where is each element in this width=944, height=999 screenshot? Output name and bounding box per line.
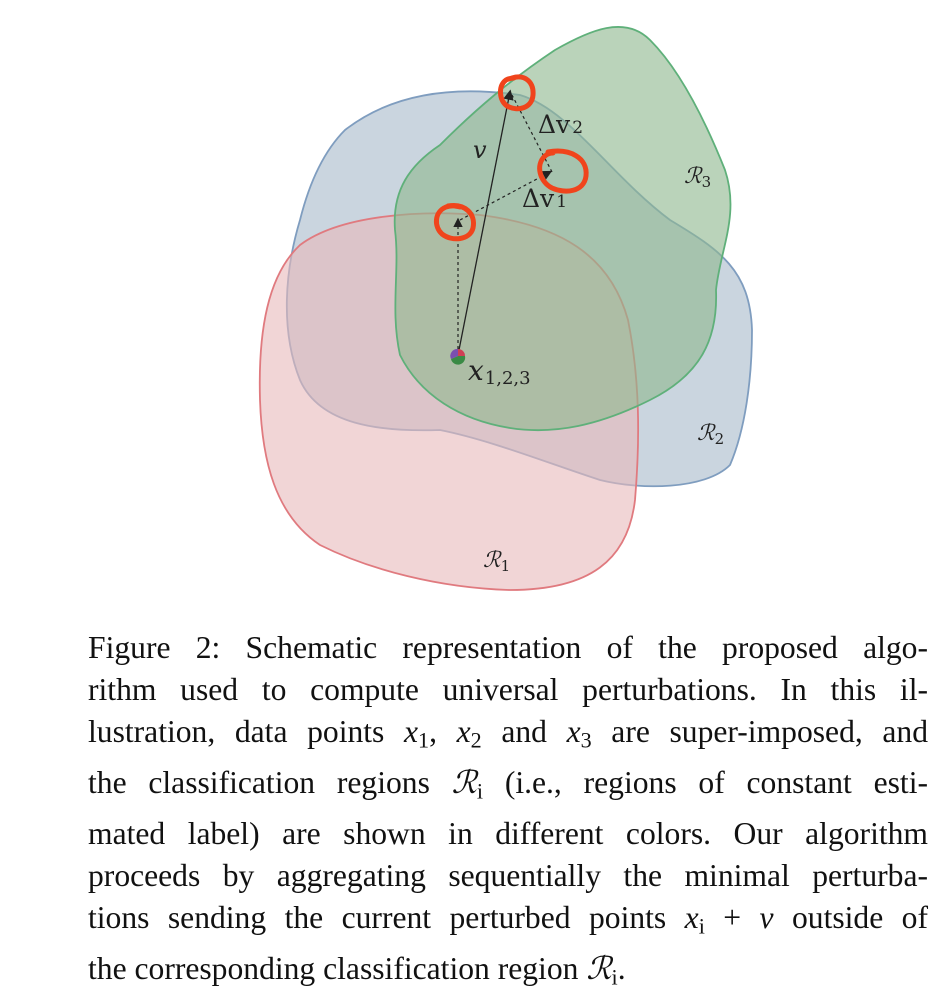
label-x-123: x1,2,3	[468, 354, 531, 389]
label-v: v	[473, 136, 487, 164]
annotation-circle-middle	[537, 148, 589, 194]
label-delta-v1: Δv 1	[522, 184, 567, 213]
caption-line-2: rithm used to compute universal perturba…	[88, 672, 928, 708]
caption-line-8: the corresponding classification region …	[88, 950, 626, 990]
annotation-circle-top	[498, 74, 536, 112]
caption-line-7: tions sending the current perturbed poin…	[88, 900, 929, 939]
caption-line-5: mated label) are shown in different colo…	[88, 815, 928, 851]
caption-line-6: proceeds by aggregating sequentially the…	[88, 858, 928, 894]
label-region-r2: ℛ2	[697, 421, 724, 448]
caption-line-4: the classification regions ℛi (i.e., reg…	[88, 765, 928, 804]
delta-v1-line	[459, 170, 553, 221]
label-region-r1: ℛ1	[483, 548, 510, 575]
vector-v-line	[457, 89, 514, 356]
annotation-circle-left	[434, 203, 476, 242]
label-delta-v2: Δv 2	[538, 110, 583, 139]
figure-caption: Figure 2: Schematic representation of th…	[88, 627, 928, 999]
schematic-figure: v Δv 2 Δv 1 x1,2,3 ℛ3 ℛ2 ℛ1	[258, 26, 753, 591]
region-r3	[393, 26, 732, 432]
label-region-r3: ℛ3	[684, 164, 711, 191]
caption-line-1: Figure 2: Schematic representation of th…	[88, 630, 928, 665]
caption-line-3: lustration, data points x1, x2 and x3 ar…	[88, 714, 929, 753]
origin-point	[450, 348, 466, 365]
